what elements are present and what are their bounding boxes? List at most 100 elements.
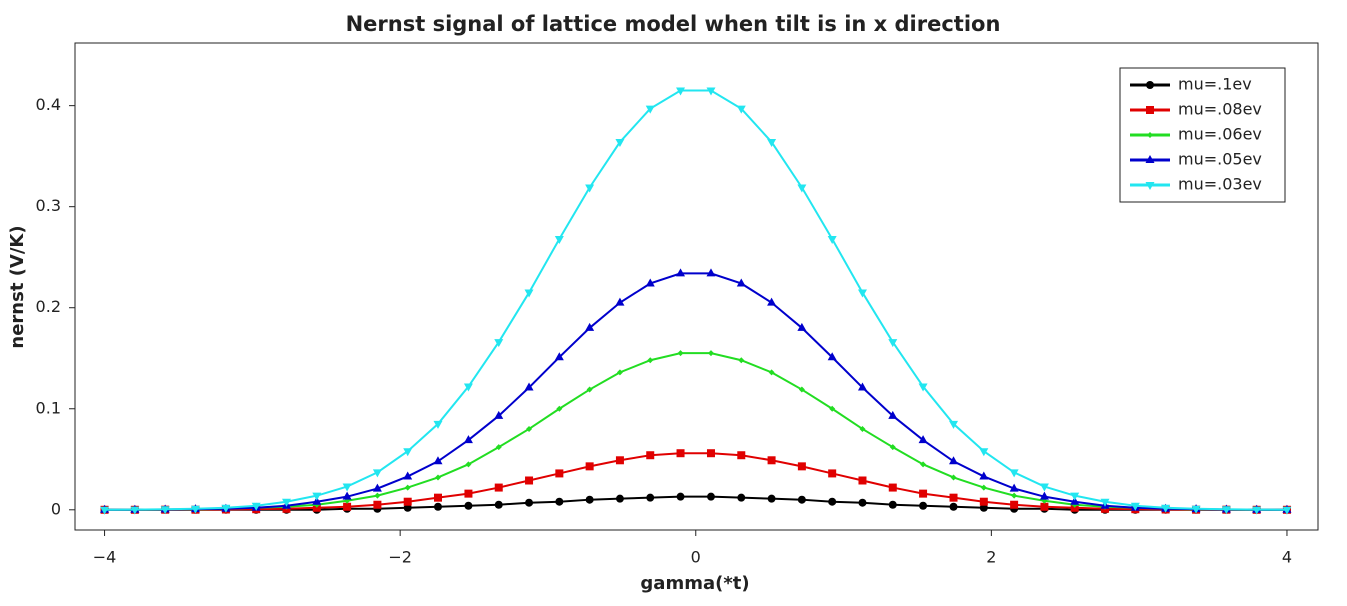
marker	[979, 497, 988, 506]
legend-label: mu=.1ev	[1178, 75, 1252, 94]
marker	[615, 297, 625, 306]
x-axis-label: gamma(*t)	[640, 573, 749, 594]
marker	[555, 497, 564, 506]
marker	[919, 489, 928, 498]
marker	[827, 352, 837, 361]
marker	[950, 474, 957, 481]
marker	[190, 505, 200, 514]
y-axis-label: nernst (V/K)	[7, 225, 28, 348]
marker	[615, 456, 624, 465]
marker	[312, 503, 321, 512]
marker	[1039, 491, 1049, 500]
marker	[736, 278, 746, 287]
marker	[494, 339, 504, 348]
marker	[706, 449, 715, 458]
marker	[100, 506, 110, 515]
marker	[767, 139, 777, 148]
marker	[1221, 506, 1231, 515]
y-tick-label: 0.2	[36, 297, 61, 316]
series-line	[104, 452, 1287, 511]
marker	[949, 420, 959, 429]
marker	[979, 503, 988, 512]
marker	[920, 461, 927, 468]
marker	[433, 493, 442, 502]
marker	[403, 497, 412, 506]
marker	[342, 491, 352, 500]
marker	[646, 451, 655, 460]
marker	[1145, 182, 1155, 190]
marker	[1039, 483, 1049, 492]
marker	[888, 483, 897, 492]
x-tick-label: −2	[388, 548, 412, 567]
marker	[554, 236, 564, 245]
marker	[827, 236, 837, 245]
marker	[646, 493, 655, 502]
marker	[585, 322, 595, 331]
marker	[495, 444, 502, 451]
marker	[888, 339, 898, 348]
marker	[797, 495, 806, 504]
marker	[798, 386, 805, 393]
marker	[465, 461, 472, 468]
marker	[949, 456, 959, 465]
y-tick-label: 0	[51, 499, 61, 518]
x-tick-label: −4	[93, 548, 117, 567]
marker	[828, 469, 837, 478]
marker	[1146, 106, 1154, 114]
marker	[889, 444, 896, 451]
marker	[282, 498, 292, 507]
marker	[737, 493, 746, 502]
marker	[979, 471, 989, 480]
marker	[586, 386, 593, 393]
marker	[858, 476, 867, 485]
marker	[130, 506, 140, 515]
x-tick-label: 0	[691, 548, 701, 567]
marker	[676, 87, 686, 96]
legend-label: mu=.05ev	[1178, 150, 1262, 169]
marker	[1009, 483, 1019, 492]
marker	[1010, 500, 1019, 509]
marker	[556, 405, 563, 412]
marker	[615, 139, 625, 148]
marker	[1147, 132, 1153, 138]
marker	[706, 492, 715, 501]
marker	[706, 268, 716, 277]
marker	[433, 420, 443, 429]
marker	[524, 382, 534, 391]
marker	[343, 502, 352, 511]
marker	[585, 495, 594, 504]
x-tick-label: 2	[986, 548, 996, 567]
series-line	[104, 272, 1287, 511]
marker	[1040, 502, 1049, 511]
marker	[251, 502, 261, 511]
legend-label: mu=.08ev	[1178, 100, 1262, 119]
marker	[736, 105, 746, 114]
marker	[434, 474, 441, 481]
marker	[554, 352, 564, 361]
marker	[797, 462, 806, 471]
marker	[403, 448, 413, 457]
series-line	[104, 495, 1287, 511]
x-tick-label: 4	[1282, 548, 1292, 567]
marker	[404, 484, 411, 491]
marker	[585, 184, 595, 193]
marker	[797, 184, 807, 193]
series-line	[104, 89, 1287, 511]
marker	[312, 496, 322, 505]
marker	[524, 289, 534, 298]
marker	[1100, 498, 1110, 507]
y-tick-label: 0.4	[36, 95, 61, 114]
marker	[647, 357, 654, 364]
marker	[160, 506, 170, 515]
marker	[858, 498, 867, 507]
marker	[829, 405, 836, 412]
marker	[494, 500, 503, 509]
marker	[555, 469, 564, 478]
marker	[494, 410, 504, 419]
marker	[949, 493, 958, 502]
marker	[525, 476, 534, 485]
marker	[464, 489, 473, 498]
marker	[737, 451, 746, 460]
marker	[706, 87, 716, 96]
